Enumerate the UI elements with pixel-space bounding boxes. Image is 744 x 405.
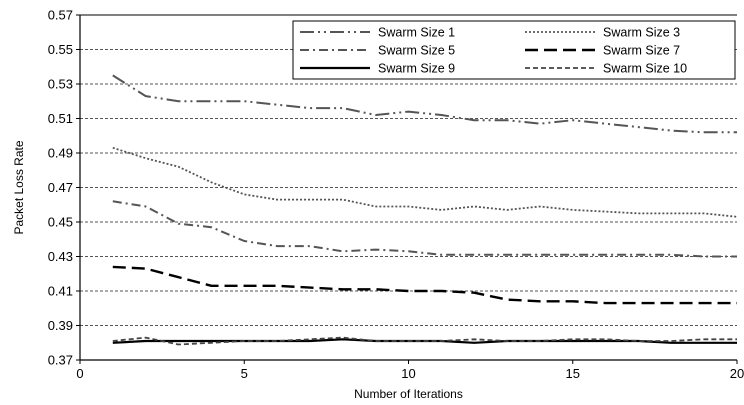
y-tick-label: 0.39 — [48, 318, 73, 333]
series-line-swarm-size-1 — [112, 74, 737, 134]
y-tick-label: 0.57 — [48, 8, 73, 23]
series-layer — [112, 74, 738, 346]
y-tick-label: 0.45 — [48, 215, 73, 230]
legend-box — [292, 20, 736, 80]
legend-label: Swarm Size 5 — [378, 44, 455, 58]
x-tick-label: 20 — [730, 366, 744, 381]
series-line-swarm-size-7 — [112, 265, 737, 305]
series-line-swarm-size-10 — [112, 336, 737, 346]
legend-label: Swarm Size 10 — [603, 62, 687, 76]
y-tick-label: 0.53 — [48, 77, 73, 92]
legend-label: Swarm Size 7 — [603, 44, 680, 58]
legend-label: Swarm Size 9 — [378, 62, 455, 76]
y-tick-label: 0.51 — [48, 111, 73, 126]
y-tick-label: 0.47 — [48, 180, 73, 195]
x-axis-title: Number of Iterations — [354, 387, 463, 401]
tick-labels: 0.37 0.39 0.41 0.43 0.45 0.47 0.49 0.51 0.53 0.55… — [48, 8, 744, 382]
y-tick-label: 0.41 — [48, 284, 73, 299]
series-line-swarm-size-5 — [112, 200, 737, 258]
x-tick-label: 10 — [401, 366, 415, 381]
y-axis-title: Packet Loss Rate — [12, 140, 26, 234]
x-tick-label: 0 — [76, 366, 83, 381]
legend: Swarm Size 1 Swarm Size 3 Swarm Size 5 Swar… — [292, 20, 736, 80]
series-line-swarm-size-3 — [112, 146, 738, 218]
legend-label: Swarm Size 3 — [603, 26, 680, 40]
x-tick-label: 5 — [241, 366, 248, 381]
y-tick-label: 0.55 — [48, 42, 73, 57]
y-tick-label: 0.37 — [48, 353, 73, 368]
y-tick-label: 0.43 — [48, 249, 73, 264]
y-tick-label: 0.49 — [48, 146, 73, 161]
x-tick-label: 15 — [566, 366, 580, 381]
legend-label: Swarm Size 1 — [378, 26, 455, 40]
